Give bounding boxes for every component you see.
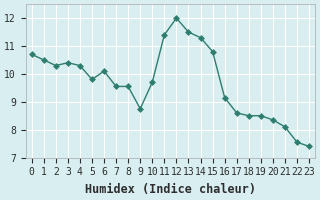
X-axis label: Humidex (Indice chaleur): Humidex (Indice chaleur) — [85, 183, 256, 196]
